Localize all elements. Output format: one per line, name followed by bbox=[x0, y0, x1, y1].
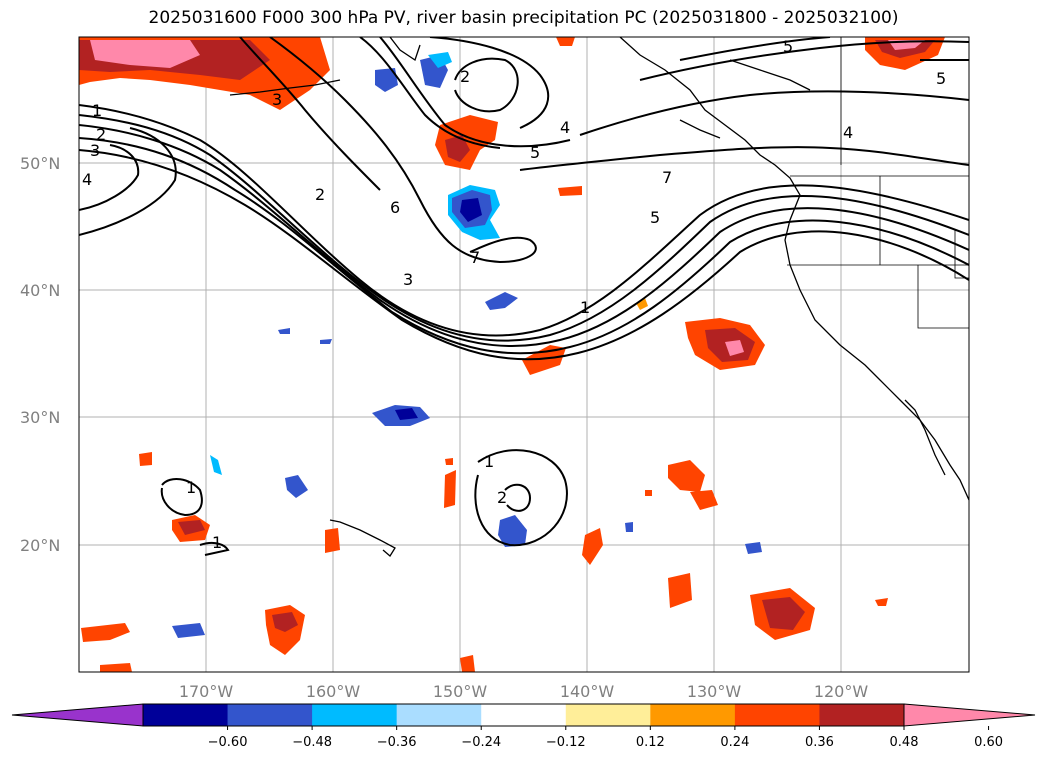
colorbar-segment bbox=[650, 704, 736, 726]
colorbar-segment bbox=[143, 704, 229, 726]
colorbar-segment bbox=[396, 704, 482, 726]
contour-label: 1 bbox=[580, 298, 590, 317]
colorbar-segment bbox=[227, 704, 313, 726]
colorbar-frame bbox=[142, 703, 905, 727]
contour-label: 5 bbox=[783, 37, 793, 56]
contour-label: 3 bbox=[403, 270, 413, 289]
colorbar-segment bbox=[565, 704, 651, 726]
contour-label: 3 bbox=[272, 90, 282, 109]
colorbar-tick-label: 0.48 bbox=[890, 735, 919, 750]
contour-label: 5 bbox=[530, 143, 540, 162]
colorbar-segment bbox=[819, 704, 905, 726]
lat-label: 40°N bbox=[20, 281, 60, 300]
latitude-labels: 50°N 40°N 30°N 20°N bbox=[20, 154, 60, 555]
contour-labels: 1 2 3 4 2 6 3 7 1 2 4 5 5 5 4 7 5 1 2 1 … bbox=[82, 37, 946, 552]
lon-label: 120°W bbox=[814, 682, 869, 701]
colorbar-tick-label: −0.36 bbox=[377, 735, 417, 750]
contour-label: 1 bbox=[484, 452, 494, 471]
contour-label: 1 bbox=[212, 533, 222, 552]
pv-contours bbox=[79, 37, 969, 556]
precip-patches bbox=[79, 37, 945, 672]
lat-label: 20°N bbox=[20, 536, 60, 555]
colorbar-extend-high bbox=[903, 703, 1036, 727]
colorbar-segment bbox=[481, 704, 567, 726]
contour-label: 2 bbox=[460, 67, 470, 86]
colorbar-tick-label: 0.60 bbox=[974, 735, 1003, 750]
colorbar: −0.60 −0.48 −0.36 −0.24 −0.12 0.12 0.24 0.36 0.4… bbox=[11, 703, 1036, 750]
colorbar-segment bbox=[312, 704, 398, 726]
map-content: 1 2 3 4 2 6 3 7 1 2 4 5 5 5 4 7 5 1 2 1 … bbox=[79, 37, 969, 672]
contour-label: 5 bbox=[650, 208, 660, 227]
colorbar-segment bbox=[734, 704, 820, 726]
colorbar-tick-label: 0.12 bbox=[636, 735, 665, 750]
contour-label: 4 bbox=[82, 170, 92, 189]
map-frame-bg bbox=[79, 37, 969, 672]
contour-label: 1 bbox=[92, 101, 102, 120]
lon-label: 140°W bbox=[560, 682, 615, 701]
contour-label: 7 bbox=[662, 168, 672, 187]
colorbar-tick-label: −0.48 bbox=[292, 735, 332, 750]
lat-label: 50°N bbox=[20, 154, 60, 173]
lat-label: 30°N bbox=[20, 408, 60, 427]
contour-label: 2 bbox=[497, 488, 507, 507]
contour-label: 1 bbox=[186, 478, 196, 497]
colorbar-tick-label: −0.60 bbox=[208, 735, 248, 750]
colorbar-tick-label: 0.24 bbox=[720, 735, 749, 750]
contour-label: 7 bbox=[470, 248, 480, 267]
colorbar-tick-label: −0.12 bbox=[546, 735, 586, 750]
colorbar-extend-low bbox=[11, 703, 144, 727]
colorbar-tick-label: 0.36 bbox=[805, 735, 834, 750]
coastlines bbox=[229, 37, 969, 557]
lon-label: 160°W bbox=[306, 682, 361, 701]
contour-label: 2 bbox=[96, 125, 106, 144]
colorbar-tick-label: −0.24 bbox=[461, 735, 501, 750]
contour-label: 6 bbox=[390, 198, 400, 217]
lon-label: 130°W bbox=[687, 682, 742, 701]
lon-label: 150°W bbox=[433, 682, 488, 701]
contour-label: 4 bbox=[843, 123, 853, 142]
map-title: 2025031600 F000 300 hPa PV, river basin … bbox=[148, 8, 899, 28]
contour-label: 3 bbox=[90, 141, 100, 160]
contour-label: 2 bbox=[315, 185, 325, 204]
map-frame bbox=[78, 36, 970, 673]
contour-label: 5 bbox=[936, 69, 946, 88]
longitude-labels: 170°W 160°W 150°W 140°W 130°W 120°W bbox=[179, 682, 869, 701]
contour-label: 4 bbox=[560, 118, 570, 137]
lon-label: 170°W bbox=[179, 682, 234, 701]
